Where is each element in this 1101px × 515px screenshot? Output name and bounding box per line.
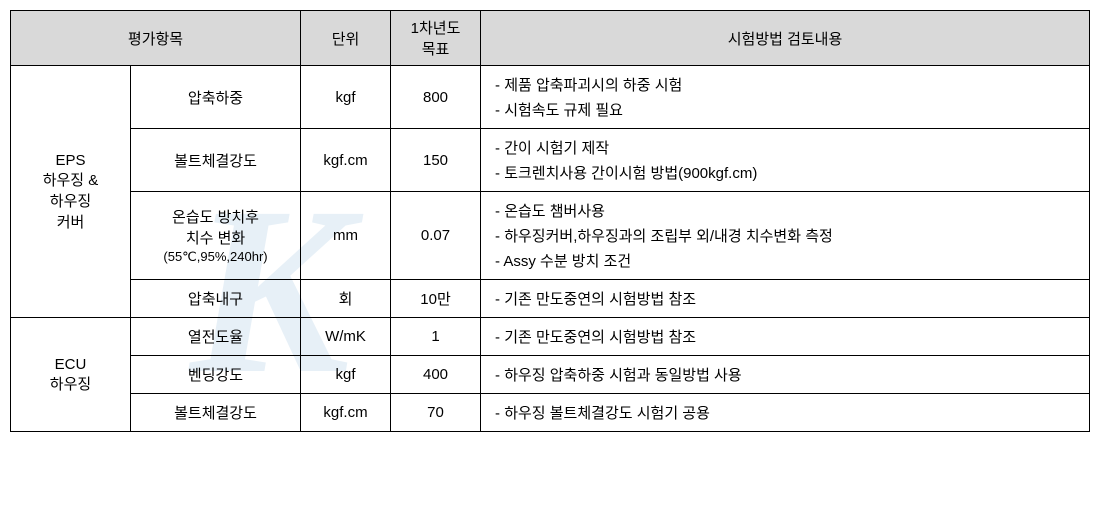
method-item: 간이 시험기 제작 — [495, 135, 1081, 160]
item-main: 온습도 방치후치수 변화 — [172, 209, 259, 247]
method-item: 기존 만도중연의 시험방법 참조 — [495, 286, 1081, 311]
method-cell: 간이 시험기 제작 토크렌치사용 간이시험 방법(900kgf.cm) — [481, 129, 1090, 192]
target-cell: 0.07 — [391, 192, 481, 280]
table-row: ECU하우징 열전도율 W/mK 1 기존 만도중연의 시험방법 참조 — [11, 318, 1090, 356]
item-label: 열전도율 — [131, 318, 301, 356]
item-label: 압축내구 — [131, 280, 301, 318]
header-method: 시험방법 검토내용 — [481, 11, 1090, 66]
table-row: 온습도 방치후치수 변화 (55℃,95%,240hr) mm 0.07 온습도… — [11, 192, 1090, 280]
method-cell: 온습도 챔버사용 하우징커버,하우징과의 조립부 외/내경 치수변화 측정 As… — [481, 192, 1090, 280]
table-row: EPS하우징 &하우징커버 압축하중 kgf 800 제품 압축파괴시의 하중 … — [11, 66, 1090, 129]
table-body: EPS하우징 &하우징커버 압축하중 kgf 800 제품 압축파괴시의 하중 … — [11, 66, 1090, 432]
table-row: 압축내구 회 10만 기존 만도중연의 시험방법 참조 — [11, 280, 1090, 318]
item-label: 볼트체결강도 — [131, 129, 301, 192]
unit-cell: W/mK — [301, 318, 391, 356]
table-row: 벤딩강도 kgf 400 하우징 압축하중 시험과 동일방법 사용 — [11, 356, 1090, 394]
unit-cell: kgf — [301, 66, 391, 129]
item-label: 압축하중 — [131, 66, 301, 129]
method-item: 하우징 볼트체결강도 시험기 공용 — [495, 400, 1081, 425]
method-item: 토크렌치사용 간이시험 방법(900kgf.cm) — [495, 160, 1081, 185]
evaluation-table: 평가항목 단위 1차년도목표 시험방법 검토내용 EPS하우징 &하우징커버 압… — [10, 10, 1090, 432]
header-unit: 단위 — [301, 11, 391, 66]
method-cell: 기존 만도중연의 시험방법 참조 — [481, 280, 1090, 318]
target-cell: 400 — [391, 356, 481, 394]
item-sub: (55℃,95%,240hr) — [163, 249, 267, 264]
unit-cell: 회 — [301, 280, 391, 318]
method-cell: 기존 만도중연의 시험방법 참조 — [481, 318, 1090, 356]
unit-cell: mm — [301, 192, 391, 280]
unit-cell: kgf — [301, 356, 391, 394]
method-cell: 제품 압축파괴시의 하중 시험 시험속도 규제 필요 — [481, 66, 1090, 129]
method-item: 기존 만도중연의 시험방법 참조 — [495, 324, 1081, 349]
item-label: 볼트체결강도 — [131, 394, 301, 432]
method-item: 하우징커버,하우징과의 조립부 외/내경 치수변화 측정 — [495, 223, 1081, 248]
target-cell: 1 — [391, 318, 481, 356]
method-cell: 하우징 볼트체결강도 시험기 공용 — [481, 394, 1090, 432]
table-row: 볼트체결강도 kgf.cm 150 간이 시험기 제작 토크렌치사용 간이시험 … — [11, 129, 1090, 192]
unit-cell: kgf.cm — [301, 129, 391, 192]
header-eval: 평가항목 — [11, 11, 301, 66]
item-label: 벤딩강도 — [131, 356, 301, 394]
group-label: ECU하우징 — [11, 318, 131, 432]
unit-cell: kgf.cm — [301, 394, 391, 432]
method-item: 제품 압축파괴시의 하중 시험 — [495, 72, 1081, 97]
table-row: 볼트체결강도 kgf.cm 70 하우징 볼트체결강도 시험기 공용 — [11, 394, 1090, 432]
header-target: 1차년도목표 — [391, 11, 481, 66]
target-cell: 150 — [391, 129, 481, 192]
method-item: 온습도 챔버사용 — [495, 198, 1081, 223]
table-header-row: 평가항목 단위 1차년도목표 시험방법 검토내용 — [11, 11, 1090, 66]
item-label: 온습도 방치후치수 변화 (55℃,95%,240hr) — [131, 192, 301, 280]
method-item: Assy 수분 방치 조건 — [495, 248, 1081, 273]
method-item: 하우징 압축하중 시험과 동일방법 사용 — [495, 362, 1081, 387]
method-item: 시험속도 규제 필요 — [495, 97, 1081, 122]
target-cell: 10만 — [391, 280, 481, 318]
group-label: EPS하우징 &하우징커버 — [11, 66, 131, 318]
target-cell: 800 — [391, 66, 481, 129]
method-cell: 하우징 압축하중 시험과 동일방법 사용 — [481, 356, 1090, 394]
target-cell: 70 — [391, 394, 481, 432]
